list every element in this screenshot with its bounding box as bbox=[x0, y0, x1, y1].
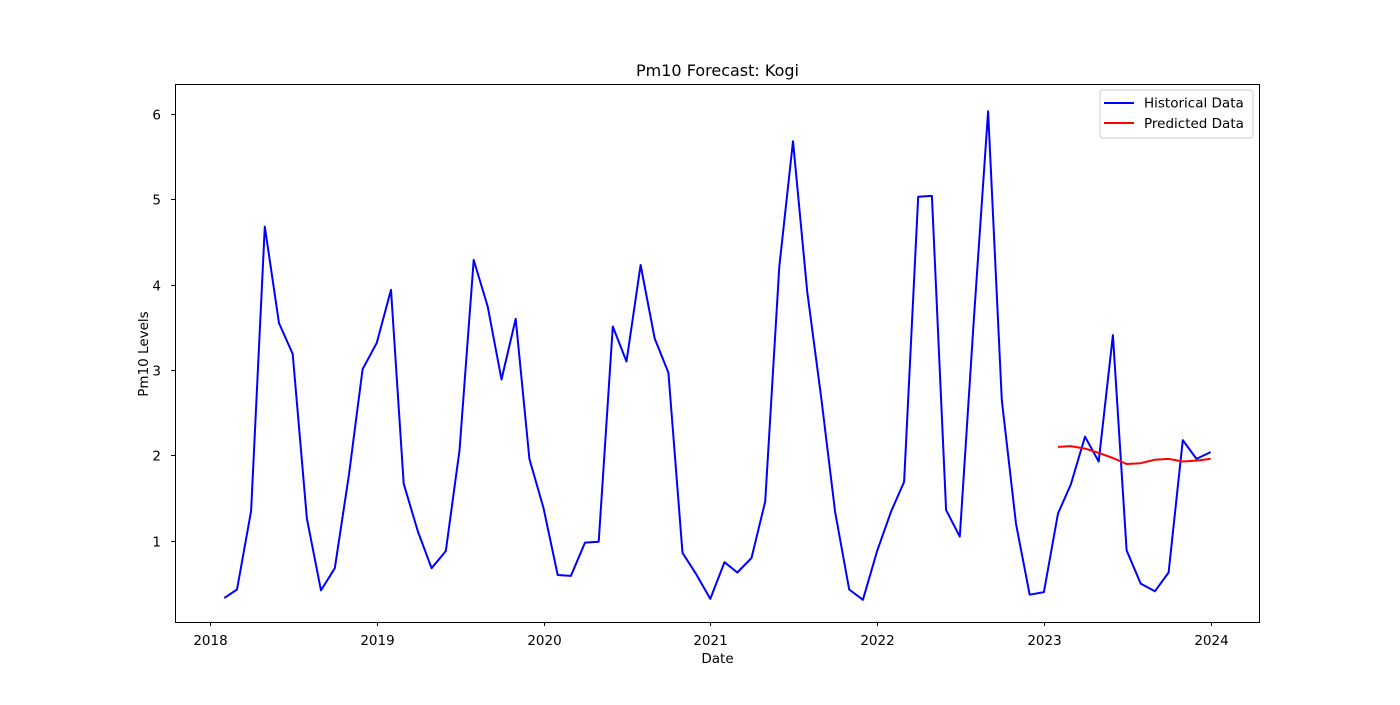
historical-data-line bbox=[223, 110, 1212, 601]
plot-frame bbox=[175, 84, 1260, 623]
x-tick-label: 2021 bbox=[693, 633, 727, 649]
x-tick-label: 2019 bbox=[360, 633, 394, 649]
chart-title: Pm10 Forecast: Kogi bbox=[636, 61, 799, 80]
y-tick-label: 2 bbox=[152, 449, 161, 465]
plot-lines bbox=[223, 110, 1212, 601]
legend: Historical Data Predicted Data bbox=[1099, 89, 1254, 139]
y-tick-label: 6 bbox=[152, 108, 161, 124]
y-tick-label: 1 bbox=[152, 535, 161, 551]
legend-frame bbox=[1099, 89, 1254, 139]
x-tick-label: 2024 bbox=[1194, 633, 1228, 649]
y-tick-label: 5 bbox=[152, 193, 161, 209]
y-tick-label: 3 bbox=[152, 364, 161, 380]
x-tick-label: 2022 bbox=[860, 633, 894, 649]
x-axis-label: Date bbox=[701, 651, 733, 667]
x-tick-label: 2018 bbox=[193, 633, 227, 649]
x-tick-label: 2023 bbox=[1027, 633, 1061, 649]
y-axis-label: Pm10 Levels bbox=[136, 311, 152, 396]
axis-ticks: 2018 2019 2020 2021 2022 2023 2024 1 2 3 4 5 6 bbox=[152, 108, 1228, 650]
legend-label-predicted: Predicted Data bbox=[1144, 116, 1244, 132]
x-tick-label: 2020 bbox=[527, 633, 561, 649]
y-tick-label: 4 bbox=[152, 279, 161, 295]
legend-label-historical: Historical Data bbox=[1144, 96, 1244, 112]
predicted-data-line bbox=[1057, 445, 1211, 465]
